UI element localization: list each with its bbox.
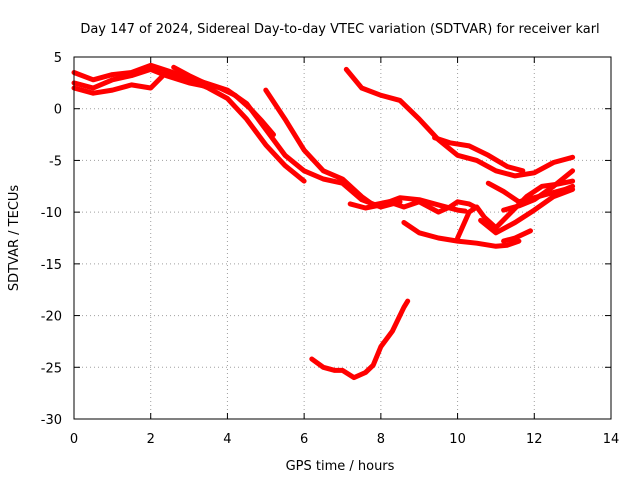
series-line-track-1: [71, 66, 207, 91]
series-line-track-4: [171, 64, 276, 138]
series-line-track-5: [263, 87, 480, 215]
x-tick-label: 12: [526, 432, 543, 447]
y-tick-label: -20: [41, 310, 62, 325]
series-line-track-15: [309, 298, 411, 381]
y-tick-label: -25: [41, 361, 62, 376]
y-tick-label: 0: [54, 103, 62, 118]
plot-frame: [73, 56, 612, 420]
chart-title: Day 147 of 2024, Sidereal Day-to-day VTE…: [80, 22, 599, 37]
series-line-track-11: [478, 186, 576, 236]
axis-ticks: 0 2 4 6 8 10 12 14 -30 -25 -20 -15 -10 -5 0 5: [41, 51, 620, 447]
y-tick-label: -15: [41, 258, 62, 273]
x-tick-label: 2: [147, 432, 155, 447]
y-tick-label: -10: [41, 206, 62, 221]
x-tick-label: 8: [377, 432, 385, 447]
series-line-track-9: [401, 220, 522, 249]
y-tick-label: -5: [49, 154, 62, 169]
grid-lines: [74, 57, 611, 419]
x-tick-label: 6: [300, 432, 308, 447]
y-tick-label: 5: [54, 51, 62, 66]
series-line-track-3: [71, 70, 307, 184]
series-line-track-8: [432, 135, 526, 174]
series-line-track-13: [501, 168, 576, 213]
series-line-track-6: [347, 195, 468, 214]
series-line-track-14: [501, 228, 533, 244]
x-axis-label: GPS time / hours: [286, 459, 395, 474]
series-group: [71, 62, 576, 381]
series-line-track-7: [343, 66, 576, 179]
x-tick-label: 10: [449, 432, 466, 447]
x-tick-label: 0: [70, 432, 78, 447]
y-tick-label: -30: [41, 413, 62, 428]
y-axis-label: SDTVAR / TECUs: [7, 185, 22, 292]
series-line-track-10: [455, 178, 576, 241]
x-tick-label: 14: [603, 432, 620, 447]
x-tick-label: 4: [223, 432, 231, 447]
